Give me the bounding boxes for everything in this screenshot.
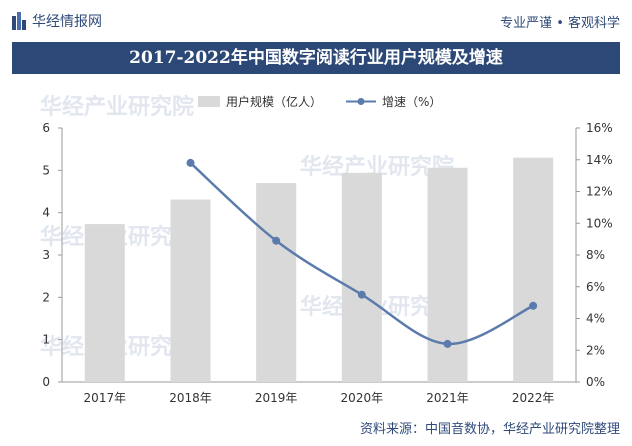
left-tick-label: 3	[42, 248, 50, 262]
growth-point	[529, 301, 538, 310]
left-tick-label: 2	[42, 290, 50, 304]
x-tick-label: 2018年	[169, 391, 212, 405]
watermark-text: 华经产业研究院	[40, 94, 194, 120]
growth-point	[186, 158, 195, 167]
source-note: 资料来源：中国音数协，华经产业研究院整理	[359, 422, 620, 437]
legend-line-label: 增速（%）	[382, 95, 441, 109]
bar-logo-icon	[12, 12, 26, 30]
bar-user-scale	[84, 224, 125, 382]
legend-bar-label: 用户规模（亿人）	[226, 94, 322, 109]
growth-point	[272, 236, 281, 245]
right-tick-label: 2%	[586, 343, 605, 357]
left-tick-label: 6	[42, 121, 50, 135]
growth-point	[443, 339, 452, 348]
growth-line	[186, 158, 538, 348]
bar-user-scale	[513, 157, 554, 382]
left-tick-label: 5	[42, 163, 50, 177]
legend-line-marker	[357, 98, 365, 105]
footer: 资料来源：中国音数协，华经产业研究院整理	[0, 412, 632, 446]
left-tick-label: 0	[42, 375, 50, 389]
right-tick-label: 0%	[586, 375, 605, 389]
left-tick-label: 1	[42, 333, 50, 347]
right-tick-label: 12%	[586, 185, 613, 199]
x-tick-label: 2021年	[426, 391, 469, 405]
right-tick-label: 16%	[586, 121, 613, 135]
right-tick-label: 6%	[586, 280, 605, 294]
bar-user-scale	[427, 167, 468, 382]
right-tick-label: 10%	[586, 216, 613, 230]
x-tick-label: 2020年	[341, 391, 384, 405]
axes: 0 1 2 3 4 5 6 0% 2% 4% 6% 8% 10% 12% 14% 16%	[42, 121, 612, 389]
chart: 华经产业研究院华经产业研究院华经产业研究院华经产业研究院华经产业研究院 用户规模…	[40, 94, 613, 405]
header-bar: 华经情报网 专业严谨 • 客观科学	[0, 0, 632, 42]
brand-name: 华经情报网	[32, 14, 102, 30]
growth-point	[357, 290, 366, 299]
legend-bar-swatch	[198, 96, 220, 107]
right-tick-label: 8%	[586, 248, 605, 262]
bar-user-scale	[170, 199, 211, 382]
bars	[84, 157, 554, 382]
bar-user-scale	[256, 183, 297, 382]
legend: 用户规模（亿人） 增速（%）	[198, 94, 441, 109]
x-tick-label: 2022年	[512, 391, 555, 405]
left-tick-label: 4	[42, 206, 50, 220]
brand: 华经情报网	[12, 11, 102, 31]
bar-user-scale	[341, 172, 382, 382]
slogan: 专业严谨 • 客观科学	[500, 16, 620, 31]
x-tick-label: 2017年	[84, 391, 127, 405]
x-tick-label: 2019年	[255, 391, 298, 405]
right-tick-label: 14%	[586, 153, 613, 167]
right-tick-label: 4%	[586, 312, 605, 326]
chart-title: 2017-2022年中国数字阅读行业用户规模及增速	[12, 42, 620, 74]
x-axis-labels: 2017年 2018年 2019年 2020年 2021年 2022年	[84, 391, 555, 405]
